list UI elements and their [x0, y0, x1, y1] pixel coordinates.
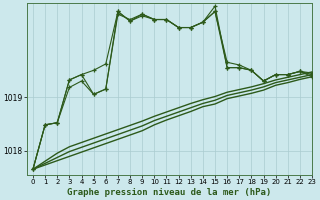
- X-axis label: Graphe pression niveau de la mer (hPa): Graphe pression niveau de la mer (hPa): [68, 188, 272, 197]
